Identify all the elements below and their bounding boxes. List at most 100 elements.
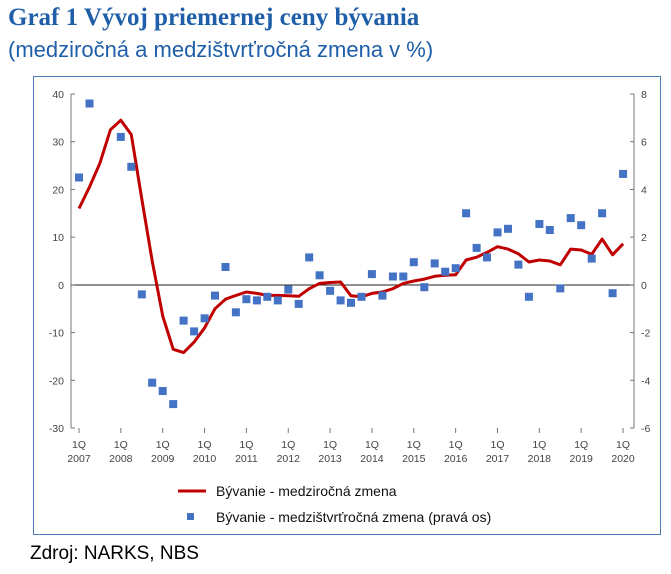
- qoq-point: [169, 400, 178, 409]
- right-tick-label: -4: [641, 375, 650, 387]
- qoq-point: [326, 286, 335, 295]
- qoq-point: [399, 272, 408, 281]
- qoq-point: [190, 327, 199, 336]
- qoq-point: [420, 283, 429, 292]
- qoq-point: [514, 260, 523, 269]
- qoq-point: [504, 224, 512, 233]
- qoq-point: [451, 264, 460, 273]
- qoq-point: [284, 285, 293, 294]
- qoq-point: [263, 292, 272, 301]
- left-tick-label: -20: [49, 375, 64, 387]
- x-tick-label-quarter: 1Q: [449, 439, 463, 451]
- chart-title: Graf 1 Vývoj priemernej ceny bývania: [8, 4, 420, 31]
- qoq-point: [357, 292, 366, 301]
- chart-frame: [33, 76, 661, 535]
- qoq-point: [305, 253, 314, 262]
- x-tick-label-quarter: 1Q: [365, 439, 379, 451]
- qoq-point: [556, 284, 565, 293]
- qoq-point: [483, 253, 491, 262]
- qoq-point: [211, 291, 219, 300]
- qoq-point: [524, 292, 533, 301]
- qoq-point: [409, 258, 418, 267]
- qoq-point: [85, 99, 94, 108]
- qoq-point: [179, 316, 188, 325]
- x-tick-label-quarter: 1Q: [323, 439, 337, 451]
- qoq-point: [472, 243, 481, 252]
- x-tick-label-year: 2020: [611, 453, 635, 465]
- qoq-point: [608, 289, 617, 298]
- qoq-point: [221, 263, 230, 271]
- right-tick-label: 2: [641, 232, 647, 244]
- x-tick-label-year: 2008: [109, 453, 133, 465]
- x-tick-label-quarter: 1Q: [239, 439, 253, 451]
- qoq-point: [441, 267, 450, 276]
- qoq-point: [367, 270, 376, 279]
- left-tick-label: -30: [49, 423, 64, 435]
- qoq-point: [577, 221, 586, 230]
- x-tick-label-quarter: 1Q: [407, 439, 421, 451]
- left-tick-label: 10: [52, 232, 64, 244]
- qoq-point: [273, 296, 282, 305]
- qoq-point: [252, 296, 261, 305]
- qoq-point: [148, 378, 157, 387]
- right-tick-label: -2: [641, 328, 650, 340]
- qoq-point: [587, 254, 596, 263]
- left-tick-label: 30: [52, 137, 64, 149]
- qoq-point: [598, 209, 607, 218]
- qoq-point: [378, 291, 387, 300]
- qoq-point: [545, 226, 554, 234]
- qoq-point: [535, 220, 544, 228]
- qoq-point: [388, 272, 397, 281]
- x-tick-label-quarter: 1Q: [574, 439, 588, 451]
- qoq-point: [116, 132, 125, 141]
- x-tick-label-quarter: 1Q: [114, 439, 128, 451]
- right-tick-label: 6: [641, 137, 647, 149]
- qoq-point: [200, 314, 209, 323]
- x-tick-label-year: 2007: [67, 453, 91, 465]
- chart-subtitle: (medziročná a medzištvrťročná zmena v %): [8, 37, 434, 62]
- legend-marker-swatch: [187, 513, 194, 520]
- x-tick-label-quarter: 1Q: [532, 439, 546, 451]
- qoq-point: [619, 169, 628, 178]
- x-tick-label-quarter: 1Q: [72, 439, 86, 451]
- left-tick-label: 0: [58, 280, 64, 292]
- left-tick-label: 40: [52, 89, 64, 101]
- x-tick-label-year: 2012: [277, 453, 301, 465]
- qoq-point: [430, 259, 439, 268]
- right-tick-label: 8: [641, 89, 647, 101]
- qoq-point: [158, 387, 167, 395]
- legend-label-yoy: Bývanie - medziročná zmena: [216, 483, 397, 499]
- qoq-point: [336, 296, 345, 305]
- legend-label-qoq: Bývanie - medzištvrťročná zmena (pravá o…: [216, 509, 491, 525]
- source-note: Zdroj: NARKS, NBS: [30, 543, 199, 564]
- qoq-point: [127, 162, 136, 171]
- x-tick-label-year: 2011: [235, 453, 258, 465]
- right-tick-label: -6: [641, 423, 650, 435]
- x-tick-label-year: 2018: [528, 453, 552, 465]
- x-tick-label-year: 2015: [402, 453, 426, 465]
- qoq-point: [242, 295, 251, 304]
- x-tick-label-quarter: 1Q: [616, 439, 630, 451]
- x-tick-label-year: 2019: [570, 453, 594, 465]
- x-tick-label-quarter: 1Q: [490, 439, 504, 451]
- x-tick-label-quarter: 1Q: [156, 439, 170, 451]
- yoy-series-line: [77, 118, 625, 355]
- x-tick-label-quarter: 1Q: [281, 439, 295, 451]
- qoq-point: [137, 290, 146, 299]
- qoq-point: [566, 214, 575, 223]
- left-tick-label: 20: [52, 184, 64, 196]
- x-tick-label-year: 2016: [444, 453, 468, 465]
- x-tick-label-year: 2014: [360, 453, 384, 465]
- qoq-point: [75, 173, 83, 182]
- x-tick-label-year: 2013: [318, 453, 342, 465]
- qoq-point: [493, 228, 502, 237]
- qoq-point: [315, 271, 324, 280]
- x-tick-label-year: 2009: [151, 453, 175, 465]
- qoq-point: [294, 299, 303, 308]
- qoq-point: [462, 209, 471, 218]
- x-tick-label-quarter: 1Q: [198, 439, 212, 451]
- right-tick-label: 4: [641, 184, 647, 196]
- qoq-point: [231, 308, 240, 317]
- left-tick-label: -10: [49, 328, 64, 340]
